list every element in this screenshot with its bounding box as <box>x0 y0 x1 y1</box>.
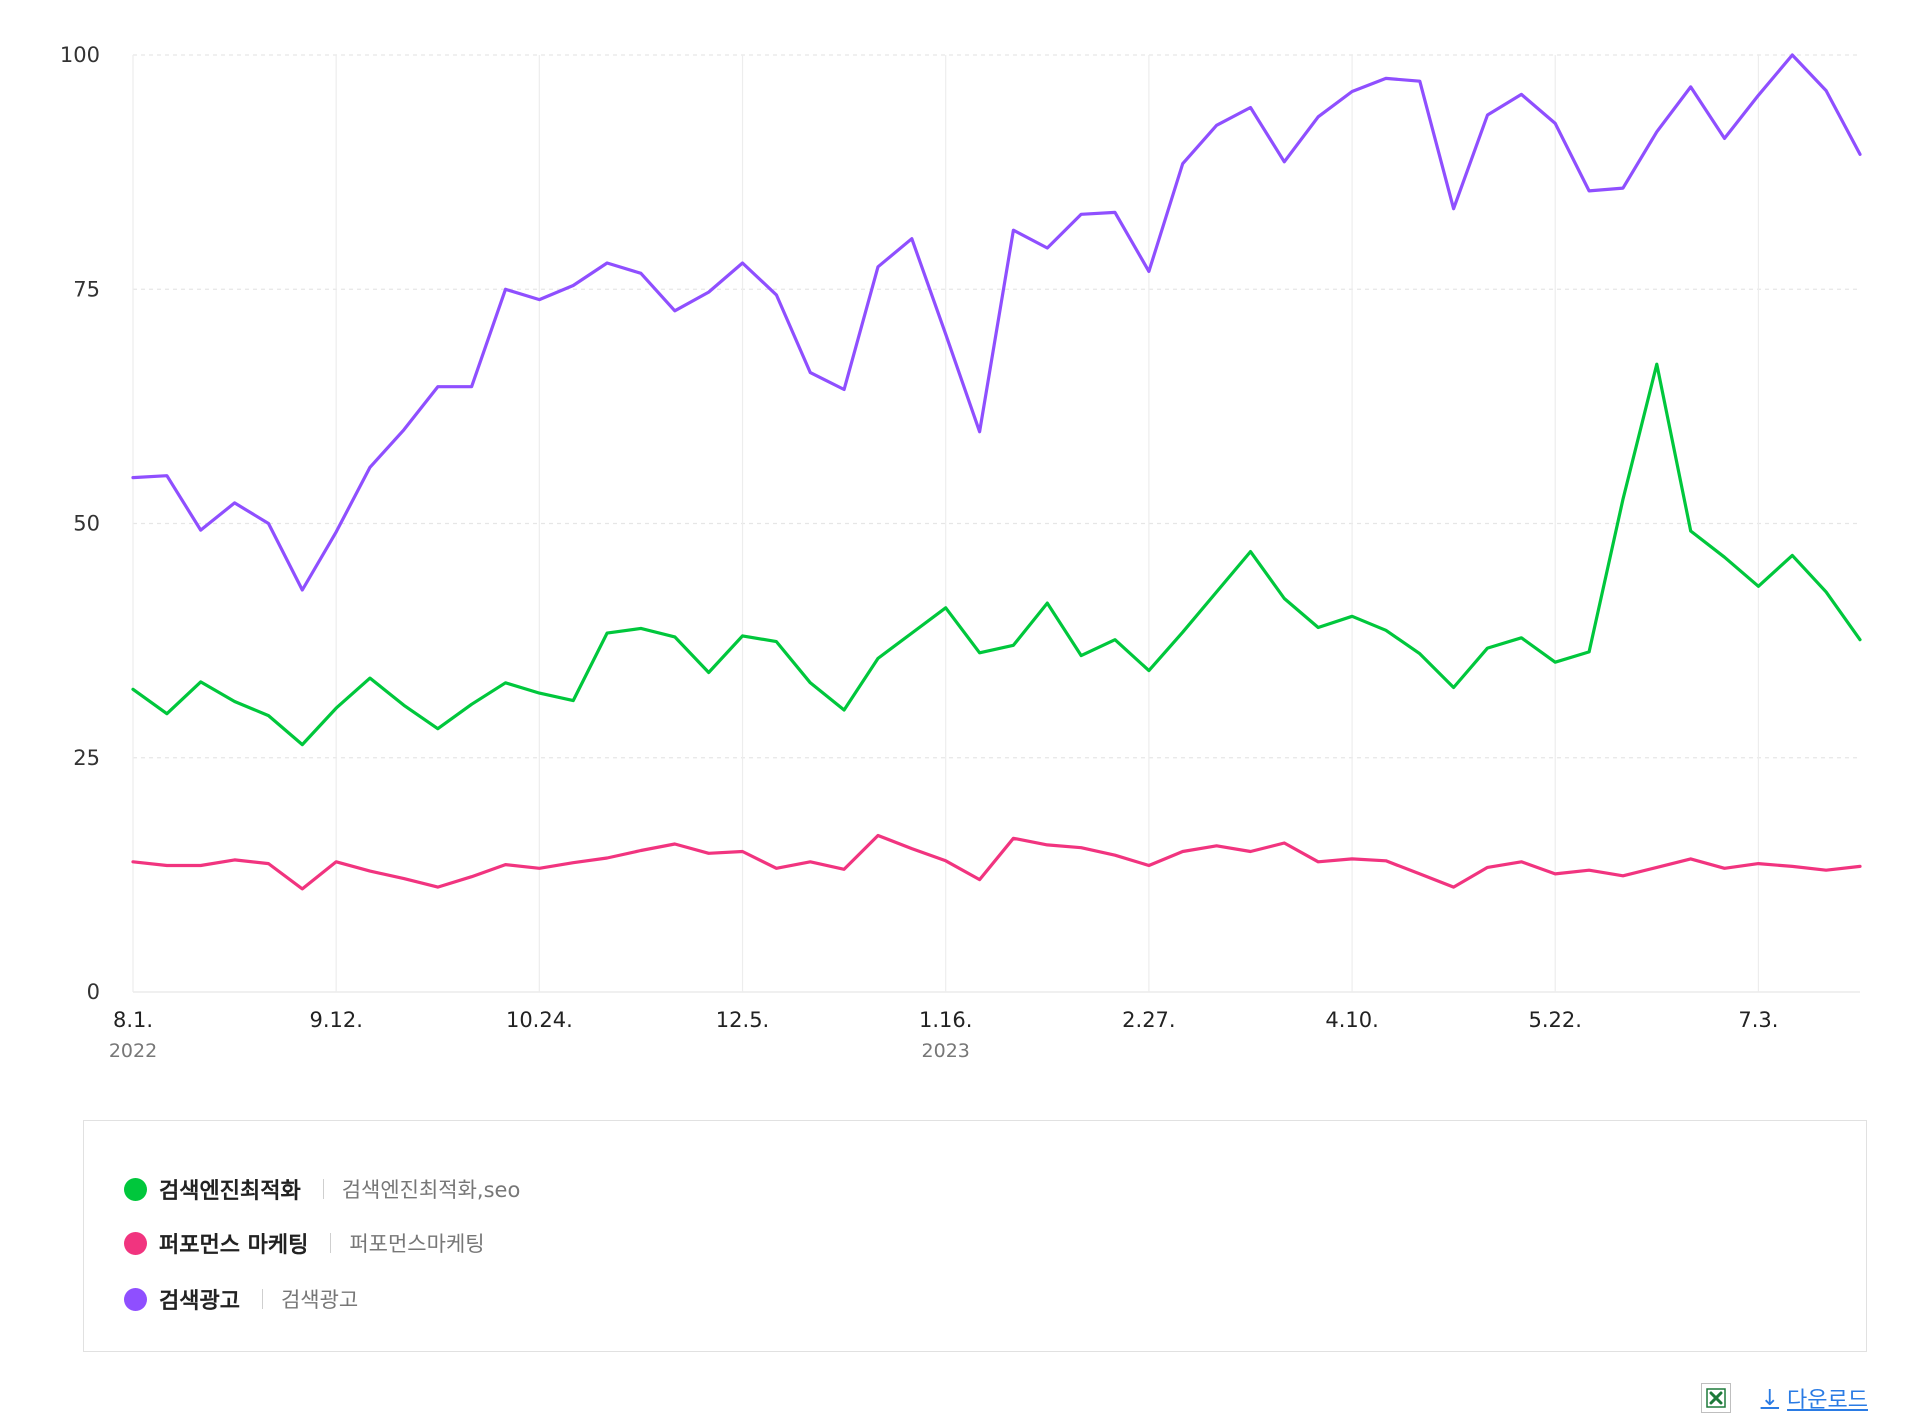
legend-name: 검색광고 <box>159 1289 240 1314</box>
series-line <box>131 362 1862 747</box>
x-tick-year: 2022 <box>109 1040 157 1062</box>
excel-icon-svg <box>1705 1388 1726 1408</box>
legend-item-search-ads: 검색광고 검색광고 <box>124 1279 358 1319</box>
x-tick-label: 1.16. <box>919 1008 972 1032</box>
x-tick-label: 10.24. <box>506 1008 573 1032</box>
x-tick-label: 8.1. <box>113 1008 153 1032</box>
x-tick-label: 7.3. <box>1738 1008 1778 1032</box>
series-line <box>131 833 1862 891</box>
legend-divider <box>322 1179 324 1199</box>
trend-chart: 0 25 50 75 100 8.1. 2022 9.12. 10.24. 12.5. 1.16. 2… <box>60 43 1862 1062</box>
y-tick-label: 25 <box>73 746 100 770</box>
x-tick-year: 2023 <box>922 1040 970 1062</box>
y-tick-label: 50 <box>73 512 100 536</box>
legend-name: 검색엔진최적화 <box>159 1179 301 1204</box>
download-arrow-icon: ↓ <box>1760 1385 1780 1411</box>
legend-box: 검색엔진최적화 검색엔진최적화,seo 퍼포먼스 마케팅 퍼포먼스마케팅 검색광… <box>83 1120 1867 1352</box>
legend-divider <box>330 1233 332 1253</box>
legend-keywords: 퍼포먼스마케팅 <box>349 1232 485 1256</box>
download-label: 다운로드 <box>1787 1388 1868 1413</box>
legend-dot-icon <box>124 1231 147 1255</box>
x-tick-label: 9.12. <box>309 1008 362 1032</box>
legend-name: 퍼포먼스 마케팅 <box>159 1233 309 1258</box>
legend-divider <box>261 1289 263 1309</box>
excel-icon[interactable] <box>1700 1383 1731 1413</box>
legend-item-performance-marketing: 퍼포먼스 마케팅 퍼포먼스마케팅 <box>124 1223 485 1263</box>
download-link[interactable]: ↓ 다운로드 <box>1761 1382 1868 1414</box>
y-tick-label: 75 <box>73 277 100 301</box>
series-line <box>131 53 1862 592</box>
x-tick-label: 2.27. <box>1122 1008 1175 1032</box>
download-area: ↓ 다운로드 <box>1700 1380 1868 1416</box>
legend-keywords: 검색광고 <box>280 1288 359 1312</box>
y-tick-label: 100 <box>60 43 100 67</box>
x-tick-label: 4.10. <box>1325 1008 1378 1032</box>
x-tick-label: 12.5. <box>716 1008 769 1032</box>
y-tick-label: 0 <box>87 980 100 1004</box>
legend-dot-icon <box>124 1287 147 1311</box>
line-chart-svg: 0 25 50 75 100 8.1. 2022 9.12. 10.24. 12.5. 1.16. 2… <box>60 43 1862 1062</box>
x-tick-label: 5.22. <box>1529 1008 1582 1032</box>
legend-item-seo: 검색엔진최적화 검색엔진최적화,seo <box>124 1169 520 1209</box>
legend-keywords: 검색엔진최적화,seo <box>341 1178 521 1202</box>
legend-dot-icon <box>124 1177 147 1201</box>
